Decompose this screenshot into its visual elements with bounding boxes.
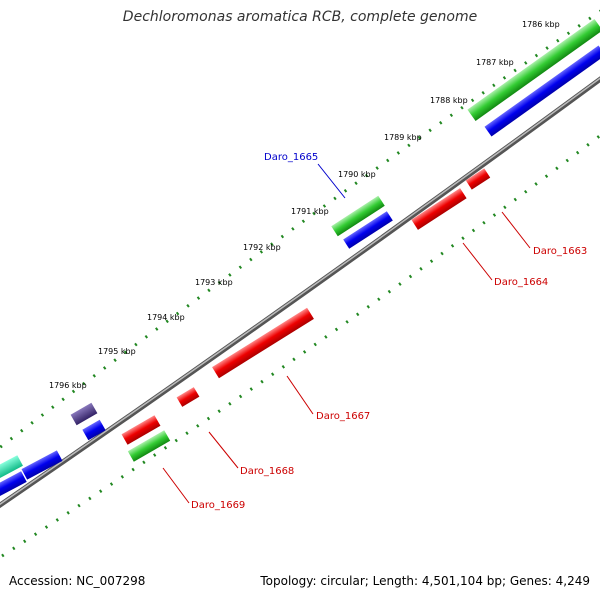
gene-label[interactable]: Daro_1668: [240, 466, 294, 477]
gene-daro-1663[interactable]: [465, 168, 491, 190]
kbp-tick-label: 1789 kbp: [384, 133, 422, 142]
gene-label[interactable]: Daro_1665: [264, 152, 318, 163]
gene-teal-edge[interactable]: [0, 455, 23, 481]
kbp-tick-label: 1790 kbp: [338, 170, 376, 179]
gene-purple-1796[interactable]: [70, 402, 98, 426]
gene-daro-1664[interactable]: [411, 188, 467, 230]
genome-backbone: [0, 76, 600, 509]
gene-daro-1669[interactable]: [127, 430, 171, 462]
kbp-tick-label: 1788 kbp: [430, 96, 468, 105]
kbp-tick-label: 1792 kbp: [243, 243, 281, 252]
gene-label[interactable]: Daro_1663: [533, 246, 587, 257]
reverse-strand-genes: [121, 168, 491, 462]
kbp-tick-label: 1796 kbp: [49, 381, 87, 390]
kbp-tick-label: 1791 kbp: [291, 207, 329, 216]
topology-summary: Topology: circular; Length: 4,501,104 bp…: [260, 574, 590, 588]
inner-tick-ring: [1, 133, 600, 558]
map-title: Dechloromonas aromatica RCB, complete ge…: [122, 9, 478, 25]
gene-label[interactable]: Daro_1664: [494, 277, 548, 288]
outer-tick-ring: [0, 9, 600, 450]
kbp-tick-label: 1795 kbp: [98, 347, 136, 356]
kbp-tick-labels: 1786 kbp 1787 kbp 1788 kbp 1789 kbp 1790 kbp…: [49, 20, 560, 390]
gene-daro-1667[interactable]: [212, 307, 314, 379]
gene-label[interactable]: Daro_1667: [316, 411, 370, 422]
kbp-tick-label: 1786 kbp: [522, 20, 560, 29]
gene-daro-1668[interactable]: [121, 415, 161, 445]
forward-strand-genes: [0, 19, 600, 499]
gene-blue-edge-2[interactable]: [0, 471, 27, 499]
callout-lines: [162, 163, 531, 504]
kbp-tick-label: 1793 kbp: [195, 278, 233, 287]
kbp-tick-label: 1787 kbp: [476, 58, 514, 67]
gene-green-daro1665[interactable]: [331, 195, 385, 237]
gene-green-1786[interactable]: [467, 19, 600, 121]
gene-label[interactable]: Daro_1669: [191, 500, 245, 511]
kbp-tick-label: 1794 kbp: [147, 313, 185, 322]
accession-label: Accession: NC_007298: [9, 574, 146, 588]
gene-blue-1796[interactable]: [82, 419, 106, 441]
gene-labels: Daro_1665 Daro_1663 Daro_1664 Daro_1667 Daro…: [191, 152, 587, 511]
gene-blue-edge-1[interactable]: [21, 450, 63, 480]
gene-blue-1786[interactable]: [484, 45, 600, 137]
gene-daro-1665[interactable]: [343, 211, 393, 249]
gene-red-small[interactable]: [176, 387, 200, 407]
